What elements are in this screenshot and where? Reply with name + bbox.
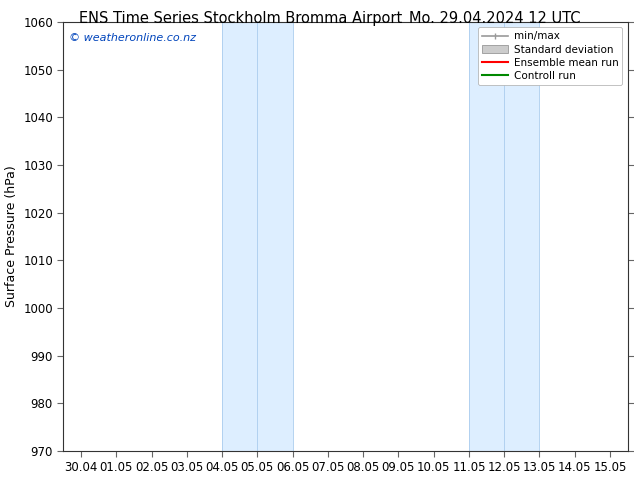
Text: Mo. 29.04.2024 12 UTC: Mo. 29.04.2024 12 UTC <box>409 11 580 26</box>
Text: ENS Time Series Stockholm Bromma Airport: ENS Time Series Stockholm Bromma Airport <box>79 11 403 26</box>
Y-axis label: Surface Pressure (hPa): Surface Pressure (hPa) <box>4 166 18 307</box>
Bar <box>222 22 257 451</box>
Text: © weatheronline.co.nz: © weatheronline.co.nz <box>69 33 196 43</box>
Bar <box>504 22 540 451</box>
Bar <box>469 22 504 451</box>
Legend: min/max, Standard deviation, Ensemble mean run, Controll run: min/max, Standard deviation, Ensemble me… <box>478 27 623 85</box>
Bar <box>257 22 293 451</box>
